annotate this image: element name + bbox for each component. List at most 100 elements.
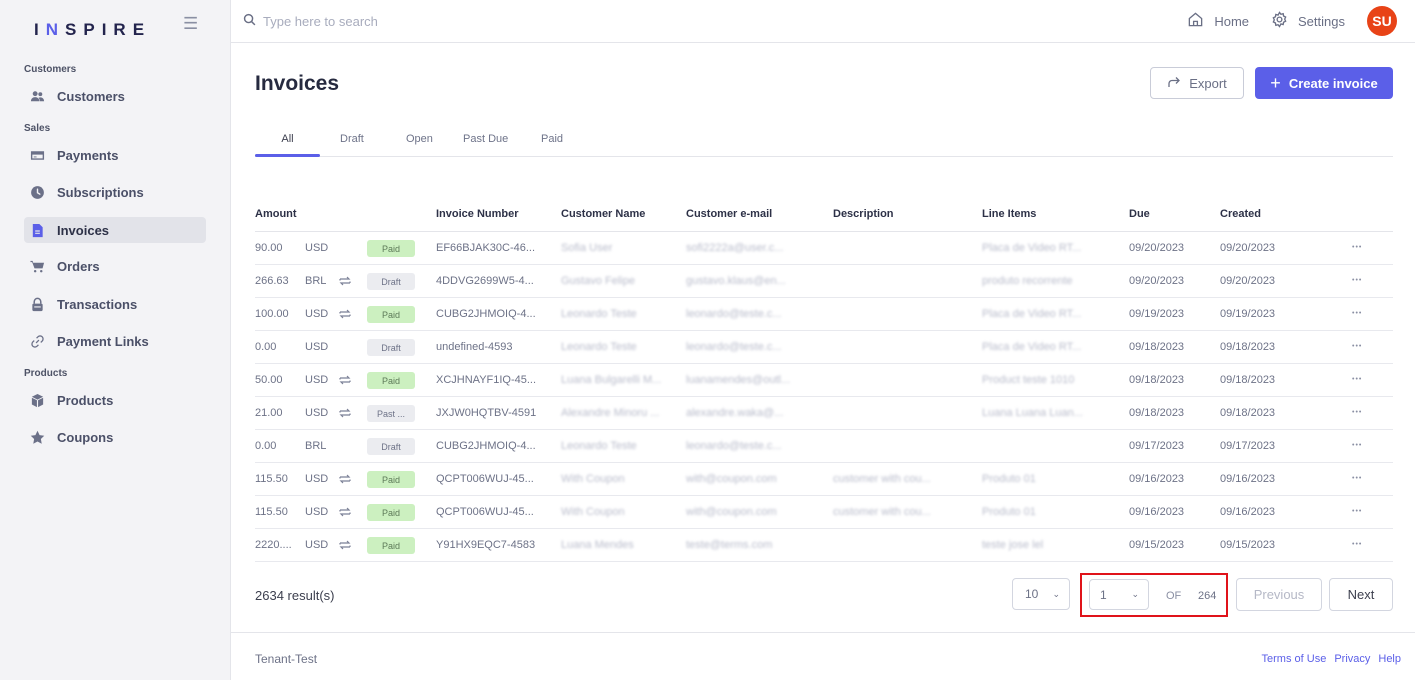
search-input[interactable]: Type here to search — [243, 13, 378, 29]
table-row[interactable]: 100.00 USD Paid CUBG2JHMOIQ-4... Leonardo Te… — [255, 298, 1393, 331]
create-invoice-button[interactable]: + Create invoice — [1255, 67, 1393, 99]
due-date-cell: 09/16/2023 — [1129, 506, 1185, 518]
sidebar-item-label: Coupons — [57, 429, 114, 445]
amount-cell: 2220.... — [255, 539, 292, 551]
sidebar-item-label: Invoices — [57, 222, 110, 238]
star-icon — [30, 430, 57, 445]
help-link[interactable]: Help — [1378, 653, 1401, 665]
sidebar-item-transactions[interactable]: Transactions — [24, 291, 206, 317]
table-row[interactable]: 2220.... USD Paid Y91HX9EQC7-4583 Luana Mend… — [255, 529, 1393, 562]
more-actions-icon[interactable]: ••• — [1352, 541, 1363, 548]
page-title: Invoices — [255, 72, 340, 95]
invoice-number-cell[interactable]: 4DDVG2699W5-4... — [436, 275, 534, 287]
avatar[interactable]: SU — [1367, 6, 1397, 36]
table-row[interactable]: 115.50 USD Paid QCPT006WUJ-45... With Coupon… — [255, 463, 1393, 496]
more-actions-icon[interactable]: ••• — [1352, 376, 1363, 383]
sidebar-item-invoices[interactable]: Invoices — [24, 217, 206, 243]
menu-toggle-icon[interactable]: ☰ — [183, 14, 199, 33]
more-actions-icon[interactable]: ••• — [1352, 244, 1363, 251]
customer-email-cell: luanamendes@outl... — [686, 374, 791, 386]
terms-link[interactable]: Terms of Use — [1261, 653, 1327, 665]
sidebar-item-label: Transactions — [57, 296, 138, 312]
customer-email-cell: leonardo@teste.c... — [686, 308, 782, 320]
more-actions-icon[interactable]: ••• — [1352, 343, 1363, 350]
currency-cell: BRL — [305, 275, 327, 287]
table-row[interactable]: 21.00 USD Past ... JXJW0HQTBV-4591 Alexandre… — [255, 397, 1393, 430]
settings-link[interactable]: Settings — [1271, 11, 1345, 31]
created-date-cell: 09/20/2023 — [1220, 275, 1276, 287]
page-number-select[interactable]: 1 ⌄ — [1089, 579, 1149, 610]
current-page-value: 1 — [1100, 587, 1107, 602]
created-date-cell: 09/20/2023 — [1220, 242, 1276, 254]
column-header-due[interactable]: Due — [1129, 208, 1150, 220]
customer-name-cell: With Coupon — [561, 473, 625, 485]
recurring-icon — [338, 373, 352, 387]
column-header-description[interactable]: Description — [833, 208, 894, 220]
recurring-icon — [338, 505, 352, 519]
privacy-link[interactable]: Privacy — [1334, 653, 1371, 665]
column-header-line-items[interactable]: Line Items — [982, 208, 1037, 220]
currency-cell: USD — [305, 506, 329, 518]
brand-logo[interactable]: INSPIRE — [34, 20, 152, 39]
more-actions-icon[interactable]: ••• — [1352, 475, 1363, 482]
line-items-cell: Luana Luana Luan... — [982, 407, 1083, 419]
status-badge: Past ... — [367, 405, 415, 422]
column-header-customer-email[interactable]: Customer e-mail — [686, 208, 773, 220]
tab-all[interactable]: All — [281, 133, 294, 145]
more-actions-icon[interactable]: ••• — [1352, 277, 1363, 284]
line-items-cell: Placa de Video RT... — [982, 308, 1082, 320]
tab-paid[interactable]: Paid — [541, 133, 564, 145]
due-date-cell: 09/20/2023 — [1129, 242, 1185, 254]
more-actions-icon[interactable]: ••• — [1352, 442, 1363, 449]
column-header-invoice-number[interactable]: Invoice Number — [436, 208, 519, 220]
amount-cell: 115.50 — [255, 506, 288, 518]
invoice-number-cell[interactable]: QCPT006WUJ-45... — [436, 473, 534, 485]
customer-name-cell: Luana Mendes — [561, 539, 634, 551]
invoice-number-cell[interactable]: CUBG2JHMOIQ-4... — [436, 308, 536, 320]
column-header-customer-name[interactable]: Customer Name — [561, 208, 646, 220]
sidebar: INSPIRE ☰ Customers Customers Sales Paym… — [0, 0, 231, 680]
table-row[interactable]: 90.00 USD Paid EF66BJAK30C-46... Sofia User s… — [255, 232, 1393, 265]
table-row[interactable]: 115.50 USD Paid QCPT006WUJ-45... With Coupon… — [255, 496, 1393, 529]
tab-open[interactable]: Open — [406, 133, 433, 145]
customer-email-cell: leonardo@teste.c... — [686, 341, 782, 353]
more-actions-icon[interactable]: ••• — [1352, 409, 1363, 416]
page-size-select[interactable]: 10 ⌄ — [1012, 578, 1070, 610]
recurring-icon — [338, 406, 352, 420]
invoice-number-cell[interactable]: undefined-4593 — [436, 341, 513, 353]
sidebar-item-payments[interactable]: Payments — [24, 142, 206, 168]
table-row[interactable]: 50.00 USD Paid XCJHNAYF1IQ-45... Luana Bulga… — [255, 364, 1393, 397]
created-date-cell: 09/18/2023 — [1220, 341, 1276, 353]
more-actions-icon[interactable]: ••• — [1352, 310, 1363, 317]
home-link[interactable]: Home — [1187, 11, 1249, 31]
more-actions-icon[interactable]: ••• — [1352, 508, 1363, 515]
table-row[interactable]: 266.63 BRL Draft 4DDVG2699W5-4... Gustavo Fe… — [255, 265, 1393, 298]
amount-cell: 115.50 — [255, 473, 288, 485]
invoice-number-cell[interactable]: Y91HX9EQC7-4583 — [436, 539, 536, 551]
gear-icon — [1271, 11, 1298, 31]
column-header-created[interactable]: Created — [1220, 208, 1261, 220]
tab-draft[interactable]: Draft — [340, 133, 364, 145]
table-row[interactable]: 0.00 USD Draft undefined-4593 Leonardo Teste… — [255, 331, 1393, 364]
export-button[interactable]: Export — [1150, 67, 1244, 99]
sidebar-item-customers[interactable]: Customers — [24, 83, 206, 109]
invoice-number-cell[interactable]: CUBG2JHMOIQ-4... — [436, 440, 536, 452]
card-icon — [30, 148, 57, 163]
sidebar-item-products[interactable]: Products — [24, 387, 206, 413]
invoice-number-cell[interactable]: EF66BJAK30C-46... — [436, 242, 536, 254]
next-button[interactable]: Next — [1329, 578, 1393, 611]
sidebar-item-payment-links[interactable]: Payment Links — [24, 328, 206, 354]
table-row[interactable]: 0.00 BRL Draft CUBG2JHMOIQ-4... Leonardo Tes… — [255, 430, 1393, 463]
invoice-number-cell[interactable]: XCJHNAYF1IQ-45... — [436, 374, 537, 386]
tab-past-due[interactable]: Past Due — [463, 133, 509, 145]
currency-cell: BRL — [305, 440, 327, 452]
sidebar-item-subscriptions[interactable]: Subscriptions — [24, 179, 206, 205]
previous-button[interactable]: Previous — [1236, 578, 1322, 611]
sidebar-item-coupons[interactable]: Coupons — [24, 424, 206, 450]
footer: Tenant-Test Terms of Use Privacy Help — [231, 632, 1415, 680]
sidebar-item-orders[interactable]: Orders — [24, 253, 206, 279]
line-items-cell: produto recorrente — [982, 275, 1073, 287]
column-header-amount[interactable]: Amount — [255, 208, 297, 220]
invoice-number-cell[interactable]: JXJW0HQTBV-4591 — [436, 407, 537, 419]
invoice-number-cell[interactable]: QCPT006WUJ-45... — [436, 506, 534, 518]
